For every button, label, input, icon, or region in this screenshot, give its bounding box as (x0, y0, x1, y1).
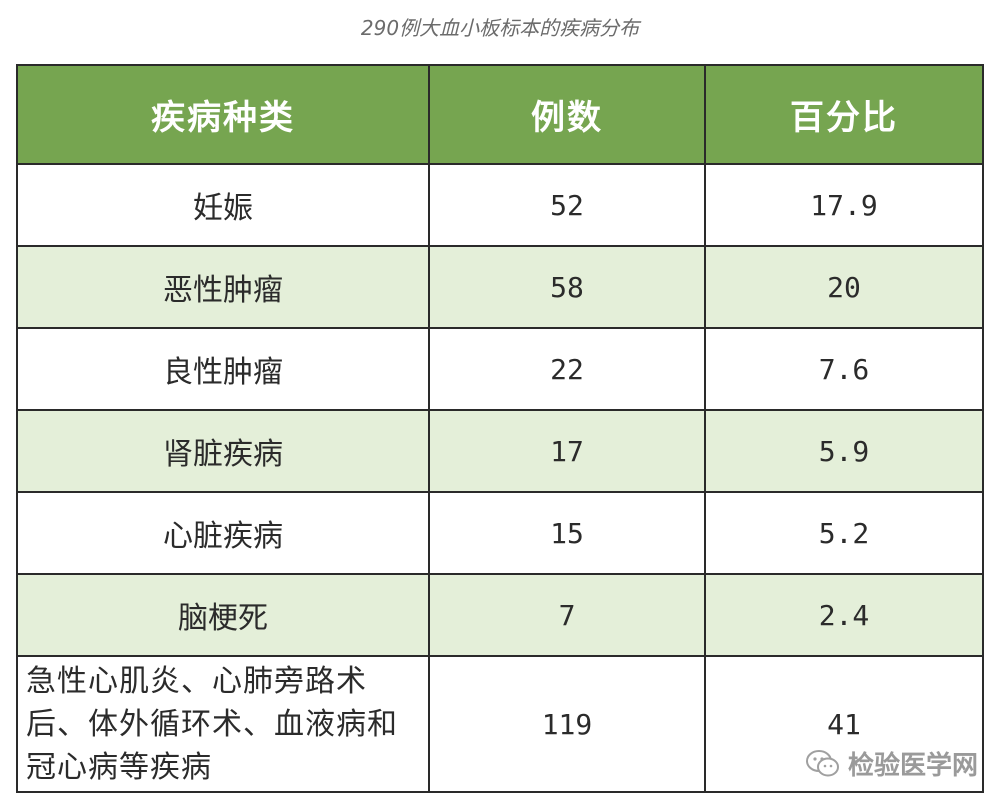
count-cell: 119 (428, 655, 706, 793)
percent-cell: 2.4 (704, 573, 984, 657)
disease-cell: 心脏疾病 (16, 491, 430, 575)
disease-cell: 肾脏疾病 (16, 409, 430, 493)
count-cell: 52 (428, 163, 706, 247)
percent-cell: 20 (704, 245, 984, 329)
count-cell: 17 (428, 409, 706, 493)
wechat-icon (805, 749, 840, 779)
header-percent: 百分比 (704, 64, 984, 165)
watermark: 检验医学网 (805, 745, 978, 782)
percent-cell: 41 (704, 655, 984, 793)
count-cell: 22 (428, 327, 706, 411)
count-cell: 58 (428, 245, 706, 329)
table-row: 妊娠 52 17.9 (16, 163, 984, 247)
table-row: 心脏疾病 15 5.2 (16, 491, 984, 575)
table-row: 恶性肿瘤 58 20 (16, 245, 984, 329)
table-row: 脑梗死 7 2.4 (16, 573, 984, 657)
count-cell: 15 (428, 491, 706, 575)
header-count: 例数 (428, 64, 706, 165)
table-row: 肾脏疾病 17 5.9 (16, 409, 984, 493)
table-caption: 290例大血小板标本的疾病分布 (360, 16, 640, 40)
watermark-text: 检验医学网 (847, 751, 978, 781)
header-row: 疾病种类 例数 百分比 (16, 64, 984, 165)
disease-cell: 急性心肌炎、心肺旁路术后、体外循环术、血液病和冠心病等疾病 (16, 655, 430, 793)
disease-cell: 恶性肿瘤 (16, 245, 430, 329)
disease-cell: 妊娠 (16, 163, 430, 247)
percent-cell: 5.9 (704, 409, 984, 493)
table-row: 急性心肌炎、心肺旁路术后、体外循环术、血液病和冠心病等疾病 119 41 (16, 655, 984, 793)
percent-cell: 5.2 (704, 491, 984, 575)
header-disease-type: 疾病种类 (16, 64, 430, 165)
disease-cell: 良性肿瘤 (16, 327, 430, 411)
count-cell: 7 (428, 573, 706, 657)
disease-distribution-table: 疾病种类 例数 百分比 妊娠 52 17.9 恶性肿瘤 58 20 良性肿瘤 2… (16, 64, 984, 793)
percent-cell: 7.6 (704, 327, 984, 411)
disease-cell: 脑梗死 (16, 573, 430, 657)
percent-cell: 17.9 (704, 163, 984, 247)
table-row: 良性肿瘤 22 7.6 (16, 327, 984, 411)
